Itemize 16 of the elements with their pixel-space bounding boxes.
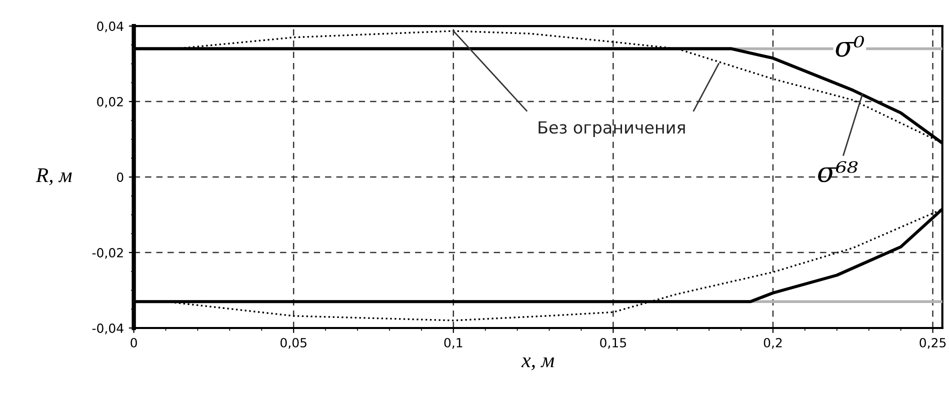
y-axis-title: R, м xyxy=(36,168,72,186)
x-tick-label: 0 xyxy=(130,338,137,348)
y-tick-label: -0,02 xyxy=(92,248,123,259)
annotation: σ⁰ xyxy=(836,36,864,57)
x-tick-label: 0,1 xyxy=(444,338,462,349)
annotation: Без ограничения xyxy=(538,121,685,137)
annotation: σ⁶⁸ xyxy=(818,161,858,182)
x-tick-label: 0,05 xyxy=(280,338,306,349)
x-tick-label: 0,15 xyxy=(600,338,626,349)
y-tick-label: 0,04 xyxy=(97,22,124,32)
x-axis-title: x, м xyxy=(521,358,554,370)
y-tick-label: 0,02 xyxy=(97,97,123,108)
y-tick-label: 0 xyxy=(116,172,124,182)
x-tick-label: 0,2 xyxy=(764,338,782,349)
y-tick-label: -0,04 xyxy=(92,323,124,334)
x-tick-label: 0,25 xyxy=(920,338,946,349)
